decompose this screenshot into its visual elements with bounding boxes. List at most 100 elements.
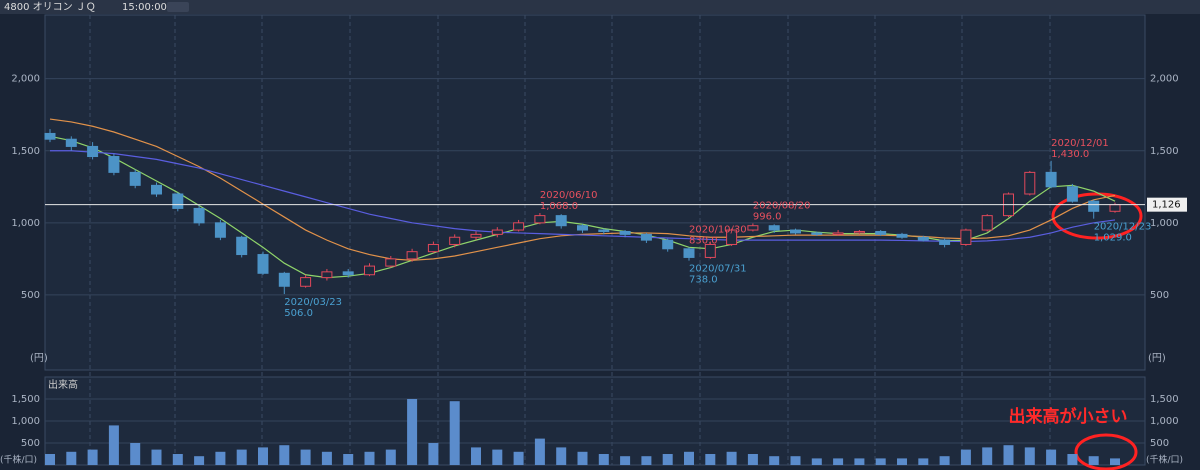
candle-body (427, 243, 439, 253)
volume-bar (1046, 449, 1057, 465)
volume-bar (215, 451, 226, 465)
annotation-date: 2020/08/20 (753, 200, 811, 211)
volume-bar (918, 458, 929, 465)
candle-body (214, 222, 226, 238)
volume-unit-left: (千株/口) (0, 454, 37, 466)
candle-body (768, 225, 780, 231)
annotation-price: 1,430.0 (1051, 149, 1089, 160)
volume-bar (598, 454, 609, 465)
volume-bar (726, 451, 737, 465)
annotation-date: 2020/10/30 (689, 224, 747, 235)
info-button[interactable] (167, 2, 189, 12)
candle-body (917, 236, 929, 241)
note: 出来高が小さい (1009, 406, 1128, 427)
candle-body (726, 229, 738, 245)
candle-body (172, 193, 184, 209)
annotation-date: 2020/03/23 (284, 297, 342, 308)
y-tick-label: 500 (21, 290, 40, 301)
volume-bar (343, 454, 354, 465)
volume-bar (172, 454, 183, 465)
volume-bar (130, 443, 141, 465)
volume-bar (897, 458, 907, 465)
volume-bar (471, 447, 481, 465)
volume-title: 出来高 (48, 378, 78, 391)
volume-bar (620, 456, 631, 465)
candle-body (853, 230, 865, 234)
candle-body (875, 230, 887, 235)
annotation-price: 506.0 (284, 308, 313, 319)
volume-unit-right: (千株/口) (1146, 454, 1183, 466)
volume-bar (982, 447, 993, 465)
candle-body (747, 225, 759, 231)
candle-body (640, 233, 652, 241)
candle-body (577, 225, 588, 231)
y-tick-label: 500 (1150, 438, 1169, 449)
volume-bar (407, 399, 418, 465)
volume-bar (1110, 458, 1120, 465)
volume-bar (279, 445, 290, 465)
volume-bar (45, 454, 55, 465)
candle-body (449, 236, 461, 245)
candle-body (981, 215, 993, 231)
annotation-date: 2020/06/10 (540, 190, 598, 201)
candle-body (555, 215, 567, 227)
y-tick-label: 1,000 (1150, 416, 1179, 427)
annotation-price: 738.0 (689, 275, 718, 286)
volume-bar (385, 449, 396, 465)
y-tick-label: 2,000 (11, 74, 40, 85)
volume-bar (939, 456, 950, 465)
candle-body (44, 132, 56, 140)
candle-body (65, 138, 77, 147)
y-unit-left: (円) (30, 353, 48, 364)
annotation-date: 2020/12/01 (1051, 138, 1109, 149)
volume-bar (194, 456, 205, 465)
candle-body (811, 232, 823, 235)
volume-bar (875, 458, 886, 465)
candle-body (960, 229, 972, 245)
symbol: 4800 オリコン ＪＱ (4, 1, 96, 13)
top-bar (0, 0, 1200, 14)
candle-body (683, 248, 695, 258)
highlight-circle (1074, 433, 1138, 470)
annotation-price: 996.0 (753, 211, 782, 222)
moving-average (49, 118, 1116, 261)
volume-bar (492, 449, 503, 465)
candle-body (278, 272, 290, 287)
volume-bar (641, 456, 652, 465)
volume-bar (684, 451, 694, 465)
y-tick-label: 1,500 (11, 146, 40, 157)
volume-bar (1088, 456, 1099, 465)
candle-body (129, 171, 141, 186)
candle-body (513, 222, 525, 231)
candle-body (151, 184, 162, 195)
volume-bar (300, 449, 311, 465)
candle-body (1088, 200, 1100, 212)
candle-body (896, 233, 908, 238)
candle-body (300, 277, 312, 287)
y-tick-label: 500 (1150, 290, 1169, 301)
y-tick-label: 1,000 (11, 416, 40, 427)
candle-body (406, 251, 418, 260)
volume-bar (87, 449, 98, 465)
volume-bar (513, 451, 524, 465)
candle-body (87, 145, 99, 158)
time: 15:00:00 (122, 2, 167, 13)
volume-bar (258, 447, 268, 465)
candle-body (385, 258, 397, 267)
volume-bar (321, 451, 332, 465)
volume-bar (66, 451, 77, 465)
volume-bar (577, 451, 588, 465)
volume-bar (833, 458, 844, 465)
volume-bar (556, 447, 567, 465)
annotation-date: 2020/07/31 (689, 264, 747, 275)
last-price-label: 1,126 (1152, 200, 1181, 211)
y-tick-label: 1,500 (1150, 146, 1179, 157)
volume-bar (449, 401, 460, 465)
candle-body (342, 271, 354, 276)
volume-bar (769, 456, 780, 465)
candle-body (193, 207, 205, 224)
candle-body (790, 229, 801, 234)
volume-bar (747, 454, 758, 465)
volume-bar (236, 449, 247, 465)
annotation-price: 1,068.0 (540, 201, 578, 212)
